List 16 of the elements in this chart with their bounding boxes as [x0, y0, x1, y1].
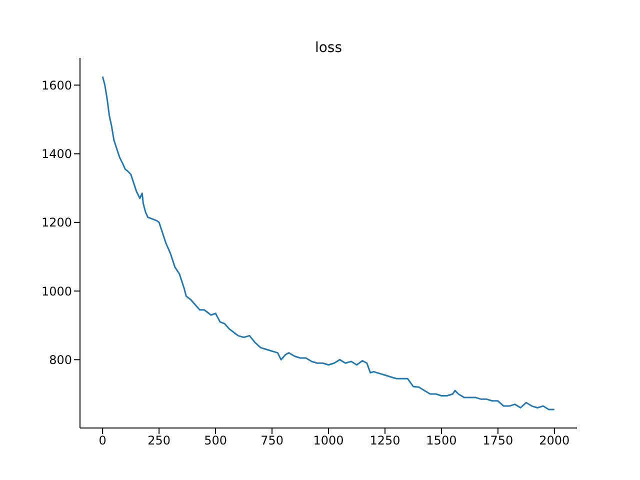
y-tick-label: 1600 [41, 78, 72, 92]
x-tick-label: 1250 [370, 434, 400, 448]
x-tick-label: 1750 [482, 434, 514, 448]
x-tick-label: 1500 [426, 434, 457, 448]
x-tick-label: 2000 [539, 434, 570, 448]
x-tick-label: 750 [260, 434, 284, 448]
line-series [102, 76, 556, 410]
y-tick-label: 800 [49, 352, 72, 367]
y-tick-label: 1200 [41, 216, 72, 230]
y-tick-label: 1000 [41, 284, 72, 298]
x-tick-label: 0 [98, 434, 106, 448]
x-tick-label: 1000 [313, 434, 344, 448]
y-tick-label: 1400 [41, 147, 72, 162]
chart-title: loss [314, 40, 344, 56]
x-tick-label: 500 [204, 434, 227, 448]
x-tick-label: 250 [148, 434, 171, 448]
